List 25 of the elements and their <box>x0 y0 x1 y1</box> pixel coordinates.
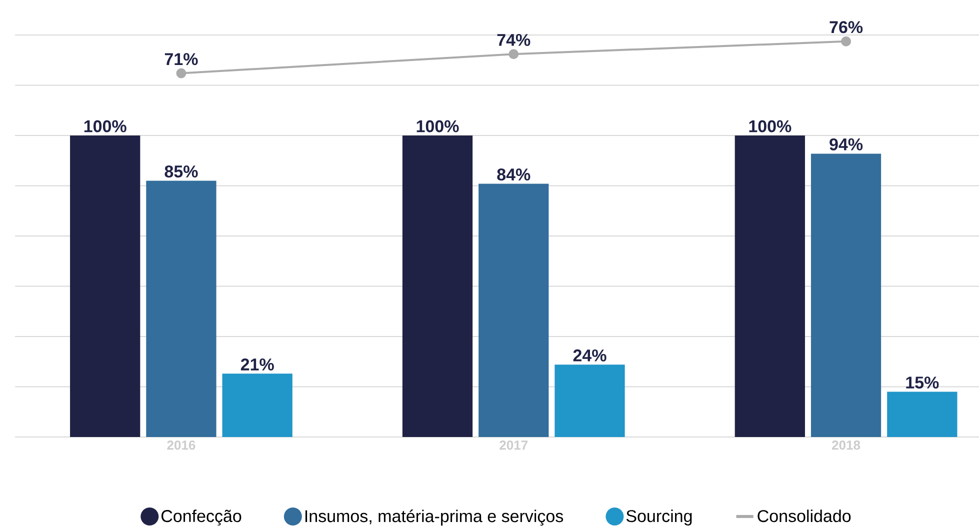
data-label: 100% <box>84 120 126 132</box>
data-label: 100% <box>416 120 459 132</box>
data-label: 74% <box>497 34 530 46</box>
data-label: 85% <box>164 165 198 178</box>
bar <box>887 392 958 437</box>
data-label: 94% <box>830 138 863 150</box>
data-label: 76% <box>830 21 863 34</box>
data-label: 15% <box>906 376 939 389</box>
legend-label: Consolidado <box>758 510 851 522</box>
bar <box>146 180 216 437</box>
legend-label: Confecção <box>161 510 242 526</box>
bar <box>554 364 625 437</box>
bar <box>734 135 805 437</box>
data-label: 84% <box>497 168 530 181</box>
data-label: 100% <box>749 120 792 132</box>
data-label: 24% <box>573 349 606 362</box>
bar <box>222 374 292 437</box>
data-label: 71% <box>164 53 198 66</box>
bar <box>70 135 140 437</box>
legend-label: Insumos, matéria-prima e serviços <box>305 510 564 526</box>
bar <box>402 135 473 437</box>
bar <box>810 154 882 437</box>
bar <box>478 184 549 437</box>
data-label: 21% <box>240 358 274 370</box>
legend-label: Sourcing <box>626 510 692 526</box>
